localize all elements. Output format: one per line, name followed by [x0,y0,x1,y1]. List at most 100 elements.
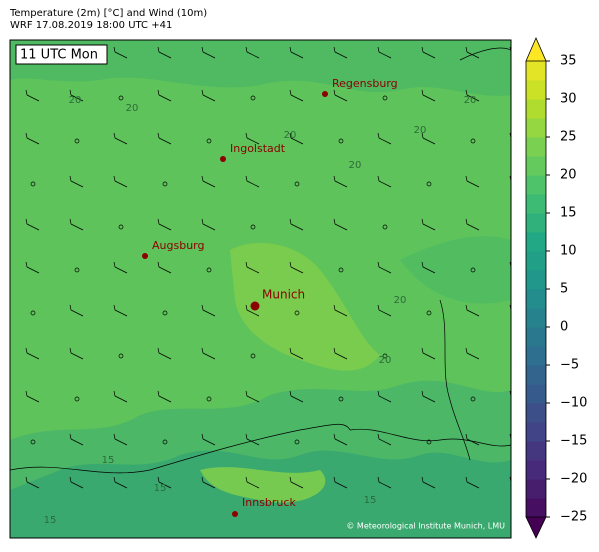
wind-barb [509,476,511,483]
colorbar-tick-label: 35 [560,54,577,69]
colorbar-tick-label: −5 [560,358,579,373]
colorbar-band [526,403,546,423]
calm-marker [515,225,519,229]
colorbar-tick-label: −20 [560,472,587,487]
wind-barb [113,390,128,403]
colorbar-band [526,384,546,404]
wind-barb [421,390,436,403]
wind-barb [289,390,304,403]
colorbar-tick-label: 10 [560,244,577,259]
credit: © Meteorological Institute Munich, LMU [346,522,505,531]
wind-barb [421,89,436,102]
wind-barb [333,46,348,59]
calm-marker [30,439,36,445]
wind-barb [157,89,172,102]
colorbar-band [526,289,546,309]
wind-barb [157,390,172,403]
wind-barb [113,304,128,317]
wind-barb [69,476,84,489]
city-dot [322,91,328,97]
colorbar-band [526,441,546,461]
contour-label: 20 [379,355,392,366]
wind-barb [69,433,84,446]
wind-barb [421,46,436,59]
colorbar-band [526,175,546,195]
wind-barb [201,433,216,446]
colorbar-band [526,232,546,252]
colorbar-band [526,308,546,328]
calm-marker [515,96,519,100]
calm-marker [470,267,476,273]
calm-marker [338,396,344,402]
calm-marker [206,138,212,144]
colorbar-tick-label: 5 [560,282,568,297]
wind-barb [201,347,216,360]
city-label: Munich [262,288,305,302]
city-label: Ingolstadt [230,142,286,155]
city-dot [250,301,260,311]
city-label: Augsburg [152,239,204,252]
calm-marker [382,95,388,101]
wind-barb [465,433,480,446]
colorbar-band [526,365,546,385]
wind-barb [157,347,172,360]
colorbar-band [526,61,546,81]
calm-marker [426,181,432,187]
wind-barb [289,347,304,360]
map-frame [9,39,512,539]
wind-barb [289,132,304,145]
wind-barb [289,89,304,102]
calm-marker [118,224,124,230]
city-label: Regensburg [332,77,398,90]
calm-marker [118,353,124,359]
colorbar-extend [525,36,547,62]
wind-barb [69,218,84,231]
calm-marker [74,138,80,144]
wind-barb [201,476,216,489]
contour-label: 20 [69,95,82,106]
wind-barb [157,132,172,145]
wind-barb [377,175,392,188]
wind-barb [25,261,40,274]
wind-barb [509,304,511,311]
colorbar-band [526,213,546,233]
wind-barb [509,46,511,53]
wind-barb [25,390,40,403]
calm-marker [294,181,300,187]
colorbar-band [526,327,546,347]
wind-barb [377,304,392,317]
wind-barb [421,347,436,360]
wind-barb [113,433,128,446]
wind-barb [113,261,128,274]
wind-barb [25,476,40,489]
calm-marker [30,181,36,187]
wind-barb [377,390,392,403]
wind-barb [113,175,128,188]
wind-barb [377,132,392,145]
contour-labels: 20 20 20 20 20 20 20 20 15 15 15 15 [44,95,477,526]
colorbar-tick-label: −10 [560,396,587,411]
wind-barb [465,46,480,59]
calm-marker [338,138,344,144]
map: Regensburg Ingolstadt Augsburg Munich Innsbr… [10,40,519,538]
colorbar-tick-label: −15 [560,434,587,449]
wind-barb [465,175,480,188]
wind-barb [113,132,128,145]
wind-barb [289,476,304,489]
wind-barb [245,175,260,188]
calm-marker [426,439,432,445]
calm-marker [162,439,168,445]
wind-barb [289,218,304,231]
wind-barb [509,175,511,182]
contour-label: 15 [102,455,115,466]
wind-barb [421,476,436,489]
wind-barb [201,46,216,59]
wind-barb [201,304,216,317]
wind-barb [333,218,348,231]
time-label: 11 UTC Mon [20,48,98,63]
colorbar-band [526,99,546,119]
wind-barb [25,218,40,231]
wind-barb [245,304,260,317]
calm-marker [294,439,300,445]
calm-marker [515,354,519,358]
